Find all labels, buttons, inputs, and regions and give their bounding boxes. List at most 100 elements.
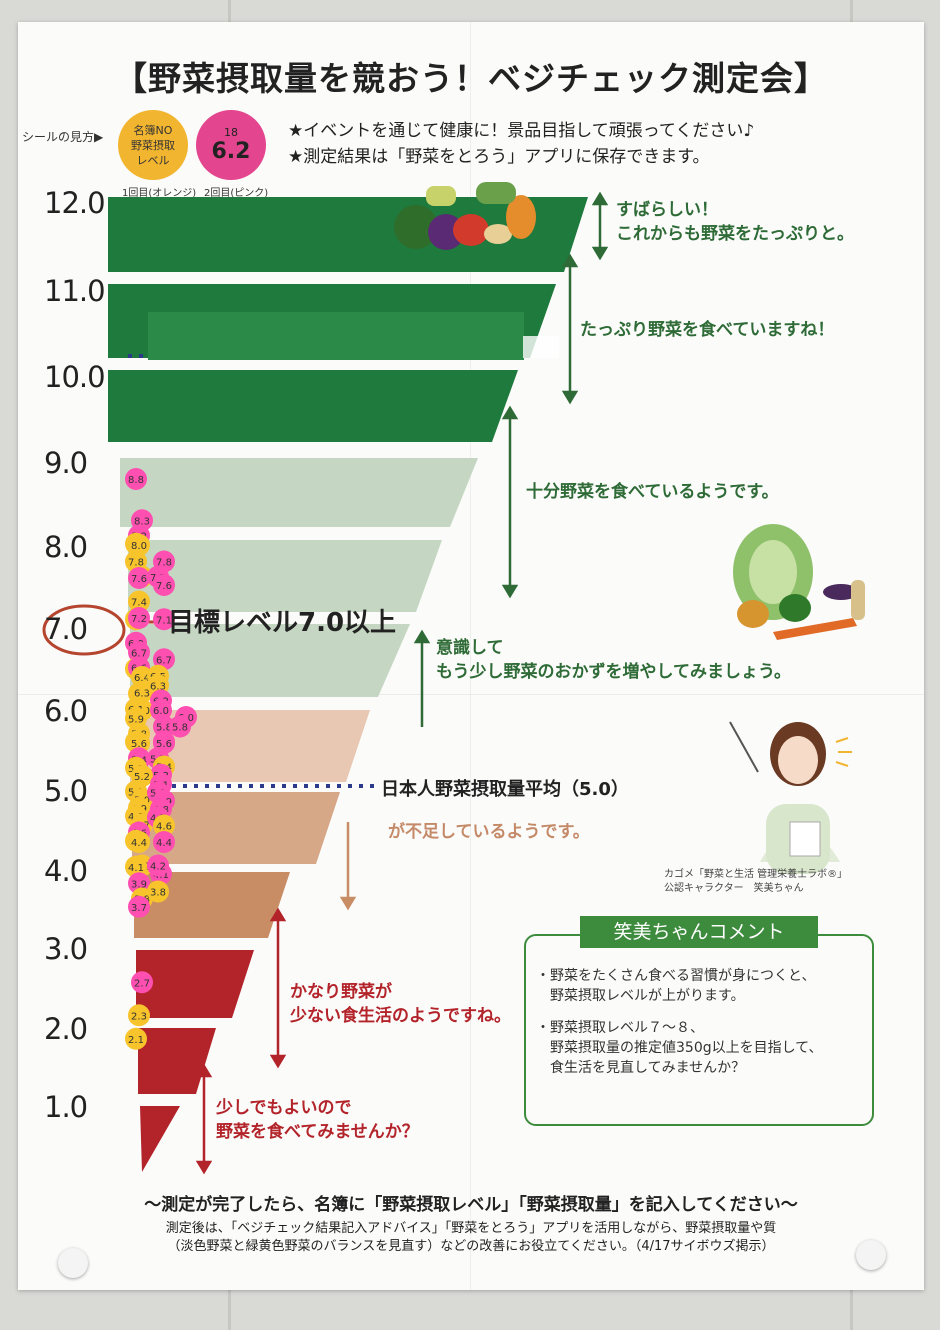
band-comment-low: が不足しているようです。	[388, 822, 590, 842]
band-8	[128, 540, 442, 612]
band-comment-aware: 意識して もう少し野菜のおかずを増やしてみましょう。	[436, 638, 791, 682]
y-tick-label: 2.0	[44, 1012, 88, 1046]
sticker-value: 7.8	[128, 558, 144, 569]
fold-line	[18, 694, 924, 695]
measurement-sticker: 6.0	[150, 699, 172, 721]
band-comment-plenty: たっぷり野菜を食べていますね！	[580, 320, 835, 340]
sticker-value: 7.4	[131, 598, 147, 609]
band-comment-very-low: かなり野菜が 少ない食生活のようですね。	[290, 982, 511, 1026]
vegetables-illustration	[733, 524, 865, 640]
measurement-sticker: 6.7	[128, 641, 150, 664]
band-7	[130, 624, 410, 697]
sticker-value: 8.8	[128, 475, 144, 486]
y-tick-label: 7.0	[44, 612, 88, 646]
range-arrows	[339, 822, 357, 911]
measurement-sticker: 3.8	[147, 880, 169, 903]
measurement-sticker: 2.1	[125, 1027, 147, 1050]
measurement-sticker: 5.8	[169, 715, 191, 738]
measurement-sticker: 7.6	[153, 574, 175, 596]
sticker-value: 5.2	[134, 772, 150, 783]
legend-caption-pink: 2回目(ピンク)	[204, 188, 269, 199]
sticker-value: 3.8	[150, 888, 166, 899]
measurement-sticker: 3.7	[128, 895, 150, 918]
sticker-value: 6.3	[150, 681, 166, 692]
fold-line	[470, 22, 471, 1290]
sticker-value: 4.4	[131, 838, 147, 849]
measurement-sticker: 8.0	[128, 534, 150, 556]
sticker-value: 6.7	[131, 648, 147, 659]
y-tick-label: 5.0	[44, 774, 88, 808]
poster: 【野菜摂取量を競おう！ベジチェック測定会】 シールの見方▶ 名簿NO 野菜摂取 …	[18, 22, 924, 1290]
measurement-sticker: 4.2	[147, 854, 169, 877]
sticker-value: 6.4	[134, 673, 150, 684]
sticker-value: 7.8	[156, 558, 172, 569]
y-tick-label: 11.0	[44, 274, 106, 308]
sticker-value: 4.6	[156, 822, 172, 833]
measurement-sticker: 7.6	[128, 567, 150, 589]
sticker-value: 4.2	[150, 862, 166, 873]
sticker-value: 7.6	[131, 574, 147, 585]
footer-instruction: ～測定が完了したら、名簿に「野菜摂取レベル」「野菜摂取量」を記入してください～	[144, 1195, 798, 1215]
redacted-block	[523, 336, 559, 358]
measurement-sticker: 7.1	[153, 608, 175, 631]
sticker-value: 5.8	[172, 723, 188, 734]
sticker-value: 3.7	[131, 903, 147, 914]
measurement-sticker: 2.7	[131, 971, 153, 994]
band-9	[120, 458, 478, 527]
y-tick-label: 8.0	[44, 530, 88, 564]
legend-sticker-pink: 18 6.2	[196, 110, 266, 180]
y-tick-label: 6.0	[44, 694, 88, 728]
y-tick-label: 1.0	[44, 1090, 88, 1124]
band-2	[138, 1028, 216, 1094]
sticker-value: 8.0	[131, 541, 147, 552]
comment-body: ・野菜をたくさん食べる習慣が身につくと、 野菜摂取レベルが上がります。 ・野菜摂…	[536, 968, 823, 1076]
sticker-value: 5.9	[128, 714, 144, 725]
measurement-sticker: 7.2	[128, 607, 150, 629]
sticker-value: 4.4	[156, 838, 172, 849]
sticker-value: 5.6	[156, 739, 172, 750]
measurement-sticker: 7.8	[125, 550, 147, 573]
y-tick-label: 4.0	[44, 854, 88, 888]
sticker-value: 2.7	[134, 978, 150, 989]
measurement-sticker: 4.4	[128, 831, 150, 853]
measurement-sticker: 7.4	[128, 590, 150, 613]
band-4	[134, 872, 290, 938]
emi-chan-character	[729, 721, 852, 874]
y-tick-label: 12.0	[44, 186, 106, 220]
measurement-sticker: 4.1	[125, 855, 147, 878]
footer-note: 測定後は、「ベジチェック結果記入アドバイス」「野菜をとろう」アプリを活用しながら…	[165, 1221, 777, 1254]
measurement-sticker: 2.3	[128, 1004, 150, 1027]
vegetable-level-pyramid: 8.88.28.38.18.07.77.87.47.87.77.67.67.17…	[42, 182, 865, 1175]
notes: ★イベントを通じて健康に！景品目指して頑張ってください♪ ★測定結果は「野菜をと…	[288, 118, 754, 170]
band-3	[136, 950, 254, 1018]
sticker-value: 4.1	[128, 863, 144, 874]
sticker-value: 6.0	[153, 706, 169, 717]
redacted-block	[148, 312, 524, 360]
band-10	[108, 370, 518, 442]
sticker-value: 7.6	[156, 581, 172, 592]
target-circle	[42, 604, 126, 656]
comment-heading: 笑美ちゃんコメント	[580, 916, 818, 948]
note-line: ★イベントを通じて健康に！景品目指して頑張ってください♪	[288, 121, 755, 141]
legend-caption-orange: 1回目(オレンジ)	[122, 188, 197, 199]
sticker-value: 3.9	[131, 879, 147, 890]
average-label: 日本人野菜摂取量平均（5.0）	[381, 779, 629, 800]
sticker-value: 7.1	[156, 615, 172, 626]
sticker-layer: 8.88.28.38.18.07.77.87.47.87.77.67.67.17…	[125, 468, 197, 1050]
sticker-value: 8.3	[134, 516, 150, 527]
measurement-sticker: 4.4	[153, 831, 175, 853]
poster-title: 【野菜摂取量を競おう！ベジチェック測定会】	[114, 59, 828, 98]
range-arrows	[195, 907, 287, 1175]
push-pin	[58, 1248, 88, 1278]
band-comment-enough: 十分野菜を食べているようです。	[526, 482, 779, 502]
range-arrows	[413, 191, 609, 727]
sticker-value: 5.6	[131, 739, 147, 750]
measurement-sticker: 8.3	[131, 509, 153, 532]
push-pin	[856, 1240, 886, 1270]
legend-sticker-orange: 名簿NO 野菜摂取 レベル	[118, 110, 188, 180]
target-label: 目標レベル7.0以上	[168, 608, 397, 638]
y-tick-label: 3.0	[44, 932, 88, 966]
y-tick-label: 9.0	[44, 446, 88, 480]
sticker-value: 6.7	[156, 655, 172, 666]
measurement-sticker: 5.8	[153, 715, 175, 738]
